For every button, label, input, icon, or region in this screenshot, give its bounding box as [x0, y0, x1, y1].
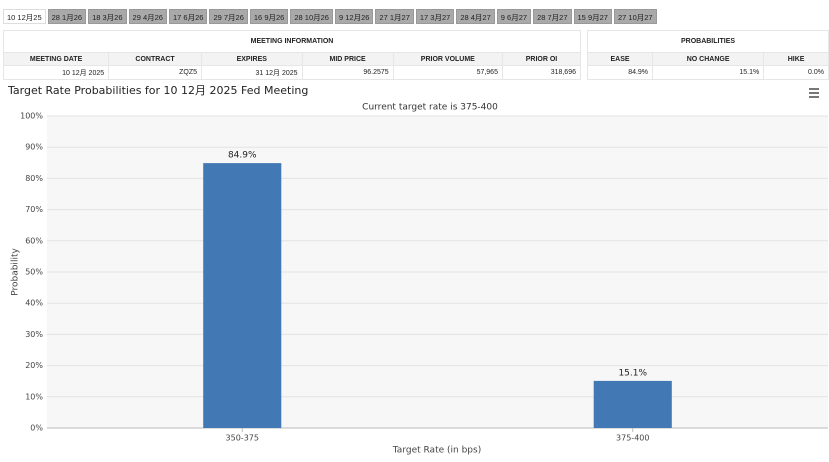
value-label: 15.1% — [618, 368, 647, 378]
y-tick-label: 60% — [25, 236, 43, 245]
header-row: EASE NO CHANGE HIKE — [586, 51, 829, 67]
y-tick-label: 30% — [25, 330, 43, 339]
title-row: MEETING INFORMATION — [3, 30, 581, 53]
column-header: NO CHANGE — [652, 51, 765, 67]
cell: 318,696 — [501, 65, 582, 80]
data-row: 84.9% 15.1% 0.0% — [586, 65, 829, 80]
tab[interactable]: 9 6月27 — [496, 9, 532, 24]
tab[interactable]: 10 12月25 — [3, 9, 46, 24]
y-tick-label: 20% — [25, 361, 43, 370]
y-tick-label: 50% — [25, 268, 43, 277]
tab[interactable]: 29 4月26 — [128, 9, 167, 24]
cell: 10 12月 2025 — [2, 65, 110, 80]
bar — [593, 380, 672, 428]
tab[interactable]: 27 1月27 — [375, 9, 414, 24]
column-header: HIKE — [763, 51, 829, 67]
tab[interactable]: 28 10月26 — [290, 9, 333, 24]
table-title: PROBABILITIES — [587, 30, 829, 53]
tab[interactable]: 28 4月27 — [456, 9, 495, 24]
y-tick-label: 70% — [25, 205, 43, 214]
x-tick-label: 375-400 — [616, 434, 649, 443]
y-tick-label: 80% — [25, 174, 43, 183]
y-axis-title: Probability — [11, 248, 21, 296]
menu-button[interactable] — [809, 88, 819, 98]
cell: 57,965 — [392, 65, 503, 80]
tab[interactable]: 27 10月27 — [613, 9, 657, 24]
y-tick-label: 100% — [20, 112, 43, 121]
tab[interactable]: 16 9月26 — [249, 9, 289, 24]
tab[interactable]: 17 3月27 — [415, 9, 455, 24]
tab[interactable]: 15 9月27 — [573, 9, 612, 24]
table-title: MEETING INFORMATION — [3, 30, 581, 53]
x-tick-label: 350-375 — [226, 434, 259, 443]
probability-table: PROBABILITIES EASE NO CHANGE HIKE 84.9% 15.1%… — [586, 30, 829, 80]
bar — [203, 163, 282, 428]
y-tick-label: 40% — [25, 299, 43, 308]
cell: 0.0% — [763, 65, 829, 80]
y-tick-label: 90% — [25, 143, 43, 152]
value-label: 84.9% — [228, 151, 257, 161]
cell: ZQZ5 — [108, 65, 202, 80]
tab-bar: 10 12月25 28 1月26 18 3月26 29 4月26 17 6月26 29 7… — [3, 9, 657, 24]
tab[interactable]: 28 7月27 — [533, 9, 572, 24]
cell: 96.2575 — [301, 65, 394, 80]
column-header: EXPIRES — [200, 51, 303, 67]
y-tick-label: 10% — [25, 392, 43, 401]
tab[interactable]: 9 12月26 — [334, 9, 374, 24]
tab[interactable]: 29 7月26 — [209, 9, 248, 24]
tab[interactable]: 17 6月26 — [168, 9, 208, 24]
column-header: MID PRICE — [301, 51, 394, 67]
chart-title: Target Rate Probabilities for 10 12月 202… — [7, 84, 308, 97]
chart-subtitle: Current target rate is 375-400 — [362, 103, 498, 113]
title-row: PROBABILITIES — [587, 30, 829, 53]
column-header: MEETING DATE — [2, 51, 110, 67]
cell: 15.1% — [652, 65, 765, 80]
y-tick-label: 0% — [30, 424, 43, 433]
data-row: 10 12月 2025 ZQZ5 31 12月 2025 96.2575 57,965 3… — [2, 65, 582, 80]
x-axis-title: Target Rate (in bps) — [392, 446, 481, 456]
meeting-table: MEETING INFORMATION MEETING DATE CONTRACT E… — [2, 30, 582, 80]
column-header: CONTRACT — [108, 51, 202, 67]
cell: 84.9% — [586, 65, 654, 80]
tab[interactable]: 18 3月26 — [88, 9, 127, 24]
column-header: PRIOR OI — [501, 51, 582, 67]
tab[interactable]: 28 1月26 — [47, 9, 87, 24]
